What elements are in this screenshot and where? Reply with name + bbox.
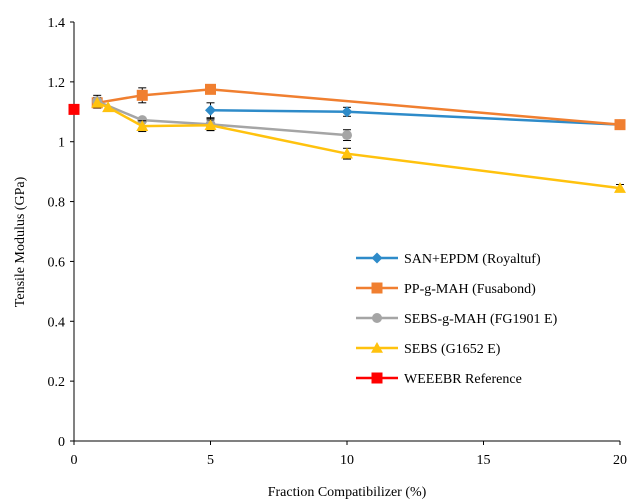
legend-label: SEBS (G1652 E) [404,342,501,357]
data-point [341,147,353,159]
x-tick-label: 15 [477,453,491,468]
legend-item: WEEEBR Reference [356,372,522,387]
x-tick-label: 5 [207,453,214,468]
data-point [204,119,217,131]
series-layer [68,83,626,193]
x-axis-title: Fraction Compatibilizer (%) [268,485,427,500]
y-tick-label: 0 [58,435,65,450]
y-tick-label: 0.2 [48,375,66,390]
data-point [102,101,115,113]
y-tick-labels: 0 0.2 0.4 0.6 0.8 1 1.2 1.4 [48,16,66,450]
legend-marker [372,313,382,323]
y-tick-label: 1.4 [48,16,66,31]
series-line [97,88,621,126]
legend-item: SAN+EPDM (Royaltuf) [356,252,541,267]
legend-label: SEBS-g-MAH (FG1901 E) [404,312,558,327]
legend-label: PP-g-MAH (Fusabond) [404,282,536,297]
x-tick-label: 10 [340,453,354,468]
data-point [205,83,216,95]
series-4 [68,103,80,115]
y-axis-title: Tensile Modulus (GPa) [13,176,28,307]
y-tick-label: 1.2 [48,76,66,91]
legend-marker [371,342,383,353]
x-tick-label: 0 [71,453,78,468]
legend-label: SAN+EPDM (Royaltuf) [404,252,541,267]
legend-marker [371,252,383,264]
series-line [96,101,621,190]
data-point [136,120,149,131]
data-point [136,89,148,101]
y-tick-label: 0.8 [48,196,66,211]
data-point [205,104,216,116]
series-line [210,109,621,126]
data-point [91,96,104,108]
series-3 [91,96,626,193]
series-2 [92,94,352,142]
legend-item: SEBS-g-MAH (FG1901 E) [356,312,558,327]
series-line [96,100,348,137]
y-tick-label: 0.4 [48,315,66,330]
axes [70,21,621,445]
legend-marker [371,282,383,294]
data-point [614,182,626,193]
x-tick-label: 20 [613,453,627,468]
x-tick-labels: 0 5 10 15 20 [71,453,627,468]
data-point [341,106,353,118]
legend: SAN+EPDM (Royaltuf) PP-g-MAH (Fusabond) SE… [356,252,558,387]
legend-item: SEBS (G1652 E) [356,342,501,357]
legend-marker [371,372,383,384]
legend-item: PP-g-MAH (Fusabond) [356,282,536,297]
data-point [614,119,626,131]
y-tick-label: 0.6 [48,255,66,270]
y-tick-label: 1 [58,136,65,151]
data-point [68,103,80,115]
legend-label: WEEEBR Reference [404,372,522,387]
data-point [342,130,352,141]
